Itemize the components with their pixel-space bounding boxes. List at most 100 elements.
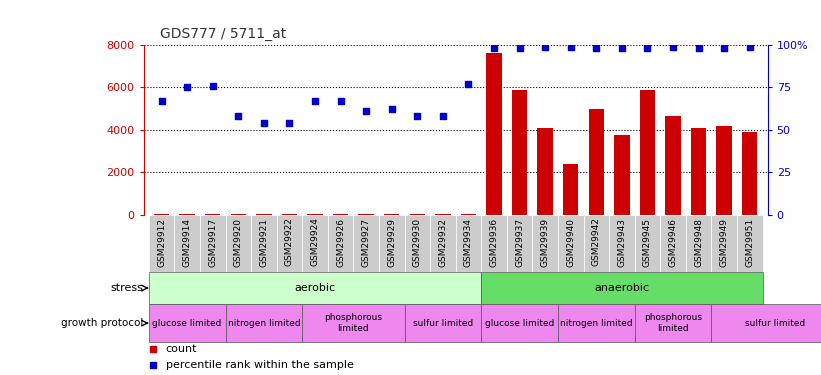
Point	[257, 120, 270, 126]
Text: sulfur limited: sulfur limited	[413, 319, 473, 328]
Text: GSM29945: GSM29945	[643, 217, 652, 267]
Point	[385, 106, 398, 112]
Bar	[640, 90, 655, 214]
Point	[589, 45, 603, 51]
Text: GSM29926: GSM29926	[336, 217, 345, 267]
Point	[539, 44, 552, 50]
Bar	[635, 304, 711, 342]
Point	[436, 113, 449, 119]
Bar	[532, 214, 558, 272]
Text: GSM29937: GSM29937	[515, 217, 524, 267]
Bar	[609, 214, 635, 272]
Point	[334, 98, 347, 104]
Point	[155, 98, 168, 104]
Bar	[226, 304, 302, 342]
Text: GSM29921: GSM29921	[259, 217, 268, 267]
Point	[641, 45, 654, 51]
Point	[232, 113, 245, 119]
Bar	[635, 214, 660, 272]
Text: GDS777 / 5711_at: GDS777 / 5711_at	[160, 27, 287, 41]
Point	[564, 44, 577, 50]
Bar	[251, 214, 277, 272]
Text: GSM29948: GSM29948	[694, 217, 703, 267]
Text: stress: stress	[110, 283, 143, 293]
Text: anaerobic: anaerobic	[594, 283, 649, 293]
Bar	[563, 164, 579, 214]
Bar	[691, 128, 706, 214]
Text: sulfur limited: sulfur limited	[745, 319, 805, 328]
Point	[360, 108, 373, 114]
Bar	[302, 304, 405, 342]
Point	[206, 83, 219, 89]
Point	[513, 45, 526, 51]
Text: GSM29949: GSM29949	[720, 217, 729, 267]
Text: GSM29934: GSM29934	[464, 217, 473, 267]
Text: GSM29951: GSM29951	[745, 217, 754, 267]
Bar	[558, 214, 584, 272]
Bar	[538, 128, 553, 214]
Text: GSM29920: GSM29920	[234, 217, 243, 267]
Bar	[405, 214, 430, 272]
Bar	[200, 214, 226, 272]
Bar	[226, 214, 251, 272]
Text: nitrogen limited: nitrogen limited	[560, 319, 633, 328]
Text: GSM29942: GSM29942	[592, 217, 601, 266]
Text: GSM29927: GSM29927	[362, 217, 370, 267]
Point	[410, 113, 424, 119]
Point	[309, 98, 322, 104]
Text: nitrogen limited: nitrogen limited	[227, 319, 300, 328]
Bar	[277, 214, 302, 272]
Bar	[486, 54, 502, 214]
Point	[615, 45, 628, 51]
Bar	[379, 214, 405, 272]
Text: GSM29917: GSM29917	[209, 217, 218, 267]
Point	[667, 44, 680, 50]
Bar	[149, 304, 226, 342]
Bar	[302, 214, 328, 272]
Bar	[614, 135, 630, 214]
Text: GSM29922: GSM29922	[285, 217, 294, 266]
Bar	[481, 304, 558, 342]
Bar	[328, 214, 353, 272]
Bar	[507, 214, 532, 272]
Bar	[430, 214, 456, 272]
Text: percentile rank within the sample: percentile rank within the sample	[166, 360, 353, 370]
Bar	[665, 116, 681, 214]
Text: GSM29912: GSM29912	[157, 217, 166, 267]
Bar	[717, 126, 732, 214]
Text: GSM29939: GSM29939	[541, 217, 549, 267]
Text: count: count	[166, 344, 197, 354]
Bar	[512, 90, 527, 214]
Text: GSM29932: GSM29932	[438, 217, 447, 267]
Text: growth protocol: growth protocol	[61, 318, 143, 328]
Text: GSM29946: GSM29946	[668, 217, 677, 267]
Text: glucose limited: glucose limited	[153, 319, 222, 328]
Text: phosphorous
limited: phosphorous limited	[644, 314, 702, 333]
Bar	[149, 214, 174, 272]
Text: GSM29930: GSM29930	[413, 217, 422, 267]
Text: GSM29924: GSM29924	[310, 217, 319, 266]
Point	[462, 81, 475, 87]
Point	[743, 44, 756, 50]
Bar	[584, 214, 609, 272]
Text: GSM29929: GSM29929	[388, 217, 397, 267]
Bar	[686, 214, 711, 272]
Point	[283, 120, 296, 126]
Point	[181, 84, 194, 90]
Bar	[405, 304, 481, 342]
Bar	[660, 214, 686, 272]
Bar	[742, 132, 758, 214]
Text: GSM29914: GSM29914	[182, 217, 191, 267]
Bar	[737, 214, 763, 272]
Bar	[353, 214, 379, 272]
Bar	[174, 214, 200, 272]
Bar	[711, 304, 821, 342]
Bar	[711, 214, 737, 272]
Bar	[589, 109, 604, 214]
Bar	[481, 214, 507, 272]
Text: aerobic: aerobic	[295, 283, 336, 293]
Text: GSM29940: GSM29940	[566, 217, 576, 267]
Point	[692, 45, 705, 51]
Bar	[481, 272, 763, 304]
Bar	[149, 272, 481, 304]
